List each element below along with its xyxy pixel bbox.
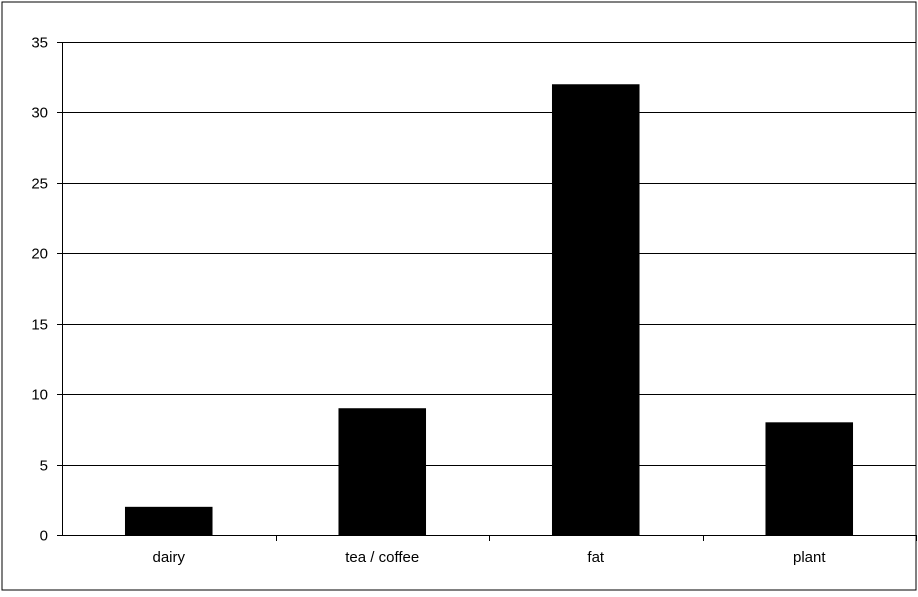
y-tick-label: 30 [31,105,48,122]
y-tick-labels: 0 5 10 15 20 25 30 35 [31,35,48,545]
x-tick-label: tea / coffee [345,549,419,566]
y-tick-label: 5 [40,458,48,475]
x-tick-labels: dairy tea / coffee fat plant [152,549,826,566]
y-tick-label: 15 [31,317,48,334]
y-tick-label: 20 [31,246,48,263]
bar-plant [765,422,854,535]
y-tick-label: 10 [31,387,48,404]
y-tick-label: 35 [31,35,48,52]
x-tick-label: fat [587,549,605,566]
bar-tea-coffee [338,408,427,535]
y-tick-label: 0 [40,528,48,545]
axes [57,42,917,541]
y-tick-label: 25 [31,176,48,193]
bar-dairy [124,506,213,535]
x-tick-label: dairy [152,549,185,566]
x-tick-label: plant [793,549,826,566]
bars [124,84,854,535]
bar-fat [551,84,640,535]
